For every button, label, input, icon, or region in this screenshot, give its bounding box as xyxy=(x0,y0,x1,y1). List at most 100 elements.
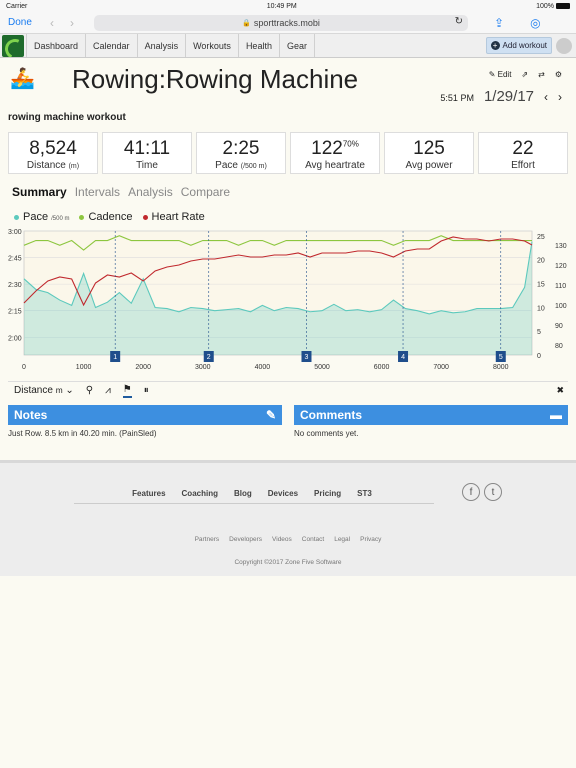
pause-icon[interactable]: ⏸ xyxy=(143,385,149,396)
legend-pace[interactable]: Pace /500 m xyxy=(14,211,69,223)
forward-icon[interactable]: › xyxy=(70,15,74,30)
lap-label: 3 xyxy=(305,354,309,361)
facebook-icon[interactable]: f xyxy=(462,483,480,501)
nav-dashboard[interactable]: Dashboard xyxy=(26,34,87,57)
share-icon[interactable]: ⇪ xyxy=(494,15,505,30)
footer-links: Features Coaching Blog Devices Pricing S… xyxy=(74,489,430,498)
footer-sublink[interactable]: Developers xyxy=(229,536,263,543)
carrier-label: Carrier xyxy=(6,2,28,10)
legend-heartrate-label: Heart Rate xyxy=(151,211,205,223)
footer: Features Coaching Blog Devices Pricing S… xyxy=(0,460,576,576)
sporttracks-logo[interactable] xyxy=(2,35,24,57)
next-workout-icon[interactable]: › xyxy=(558,90,562,104)
route-icon[interactable]: ⇄ xyxy=(538,70,545,79)
tab-summary[interactable]: Summary xyxy=(12,185,67,199)
stat-value: 2:25 xyxy=(222,138,260,159)
footer-link[interactable]: Blog xyxy=(233,489,252,498)
y-right-tick-label: 25 xyxy=(537,234,545,241)
lap-marker xyxy=(110,351,121,362)
prev-workout-icon[interactable]: ‹ xyxy=(544,90,548,104)
comments-title: Comments xyxy=(300,408,363,422)
add-workout-label: Add workout xyxy=(502,41,547,50)
stat-time: 41:11 Time xyxy=(102,132,192,174)
nav-health[interactable]: Health xyxy=(239,34,280,57)
y-right-tick-label: 80 xyxy=(555,343,563,350)
stat-value: 8,524 xyxy=(29,138,77,159)
lap-label: 1 xyxy=(113,354,117,361)
done-button[interactable]: Done xyxy=(8,17,32,28)
laps-icon[interactable]: ⚑ xyxy=(122,384,132,398)
tab-analysis[interactable]: Analysis xyxy=(128,185,173,199)
heartrate-line xyxy=(23,236,533,307)
comments-text: No comments yet. xyxy=(294,429,359,438)
chart-svg[interactable]: 3:002:452:302:152:0005101520258090100110… xyxy=(0,227,576,375)
avatar[interactable] xyxy=(556,38,572,54)
app-nav: Dashboard Calendar Analysis Workouts Hea… xyxy=(0,34,576,58)
edit-button[interactable]: ✎ Edit xyxy=(488,70,512,79)
stat-label: Avg power xyxy=(405,160,453,171)
compass-icon[interactable]: ◎ xyxy=(530,15,541,30)
stat-heartrate: 12270% Avg heartrate xyxy=(290,132,380,174)
stat-value: 22 xyxy=(512,138,534,159)
footer-sublink[interactable]: Privacy xyxy=(360,536,382,543)
legend-heartrate[interactable]: Heart Rate xyxy=(142,211,205,223)
tab-compare[interactable]: Compare xyxy=(180,185,231,199)
settings-icon[interactable]: ⚙ xyxy=(554,70,562,79)
stat-pace: 2:25 Pace (/500 m) xyxy=(196,132,286,174)
y-tick-label: 2:00 xyxy=(8,335,22,342)
xaxis-unit: m xyxy=(55,385,63,395)
share-workout-icon[interactable]: ⇗ xyxy=(521,70,529,79)
footer-link[interactable]: Coaching xyxy=(181,489,218,498)
reload-icon[interactable]: ↻ xyxy=(454,15,463,27)
legend-pace-unit: /500 m xyxy=(51,216,70,222)
footer-sublink[interactable]: Partners xyxy=(194,536,220,543)
footer-link[interactable]: ST3 xyxy=(357,489,372,498)
stat-unit: (/500 m) xyxy=(240,163,267,170)
chart-toolbar: Distance m ⌄ ⚲ ⩘ ⚑ ⏸ ✖ xyxy=(8,381,568,399)
nav-gear[interactable]: Gear xyxy=(280,34,315,57)
comment-icon[interactable]: ▬ xyxy=(550,408,562,422)
stat-label: Time xyxy=(136,160,158,171)
nav-workouts[interactable]: Workouts xyxy=(186,34,239,57)
url-field[interactable]: 🔒 sporttracks.mobi ↻ xyxy=(94,14,468,31)
url-text: sporttracks.mobi xyxy=(253,17,320,28)
footer-link[interactable]: Pricing xyxy=(314,489,342,498)
footer-sublink[interactable]: Contact xyxy=(301,536,325,543)
y-tick-label: 2:15 xyxy=(8,309,22,316)
plus-icon: + xyxy=(490,41,500,50)
zoom-icon[interactable]: ⚲ xyxy=(85,385,94,396)
twitter-icon[interactable]: t xyxy=(484,483,502,501)
close-icon[interactable]: ✖ xyxy=(556,385,564,395)
xaxis-select[interactable]: Distance m ⌄ xyxy=(14,385,74,396)
x-tick-label: 7000 xyxy=(433,364,449,371)
legend-cadence[interactable]: Cadence xyxy=(79,211,133,223)
back-icon[interactable]: ‹ xyxy=(50,15,54,30)
lap-marker xyxy=(495,351,506,362)
nav-analysis[interactable]: Analysis xyxy=(138,34,187,57)
plot-area xyxy=(23,230,533,356)
panels: Notes ✎ Just Row. 8.5 km in 40.20 min. (P… xyxy=(8,405,568,438)
footer-link[interactable]: Devices xyxy=(267,489,299,498)
footer-sublink[interactable]: Legal xyxy=(334,536,351,543)
add-workout-button[interactable]: + Add workout xyxy=(485,37,552,54)
footer-link[interactable]: Features xyxy=(132,489,166,498)
rowing-icon: 🚣 xyxy=(10,68,35,90)
stats-row: 8,524 Distance (m) 41:11 Time 2:25 Pace … xyxy=(8,132,568,174)
footer-sublink[interactable]: Videos xyxy=(272,536,292,543)
footer-sublinks: Partners Developers Videos Contact Legal… xyxy=(0,536,576,543)
x-tick-label: 1000 xyxy=(76,364,92,371)
social-links: f t xyxy=(462,483,502,501)
nav-calendar[interactable]: Calendar xyxy=(86,34,138,57)
stat-distance: 8,524 Distance (m) xyxy=(8,132,98,174)
stat-label: Avg heartrate xyxy=(305,160,365,171)
workout-chart[interactable]: 3:00 2:45 2:30 2:15 2:00 0 5 10 15 20 25 80 90 100 110… xyxy=(0,227,576,375)
x-tick-label: 6000 xyxy=(374,364,390,371)
workout-header: 🚣 Rowing:Rowing Machine ✎ Edit ⇗ ⇄ ⚙ 5:5… xyxy=(0,58,576,110)
smooth-icon[interactable]: ⩘ xyxy=(105,385,111,396)
tab-intervals[interactable]: Intervals xyxy=(74,185,121,199)
notes-panel: Notes ✎ Just Row. 8.5 km in 40.20 min. (P… xyxy=(8,405,282,438)
workout-actions: ✎ Edit ⇗ ⇄ ⚙ xyxy=(489,70,562,79)
stat-value: 41:11 xyxy=(123,138,171,159)
edit-notes-icon[interactable]: ✎ xyxy=(265,408,276,422)
x-tick-label: 5000 xyxy=(314,364,330,371)
